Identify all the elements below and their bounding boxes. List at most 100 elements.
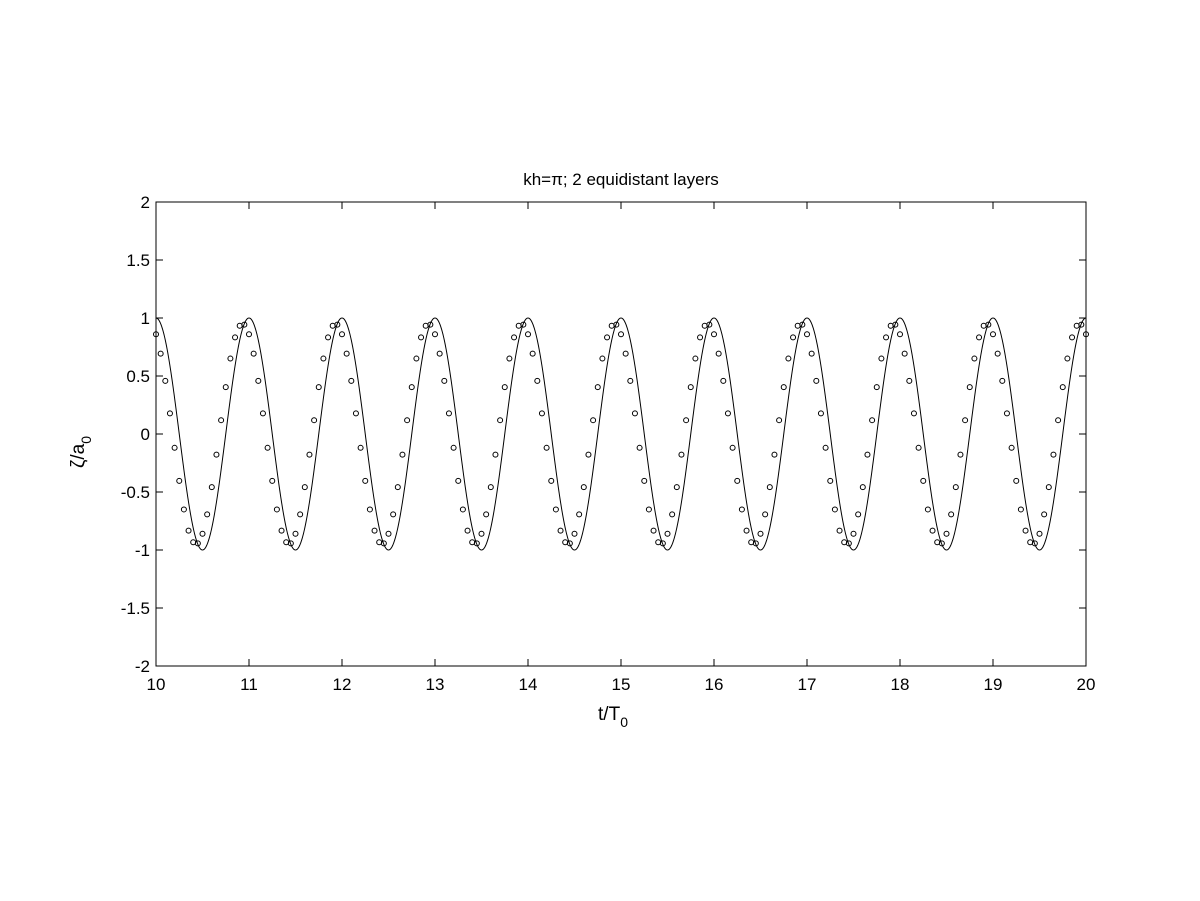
data-point: [390, 511, 397, 518]
data-point: [394, 484, 401, 491]
data-point: [566, 540, 573, 547]
data-point: [883, 334, 890, 341]
x-tick-label: 15: [612, 675, 631, 694]
data-point: [529, 350, 536, 357]
data-point: [259, 410, 266, 417]
data-point: [241, 321, 248, 328]
x-axis-label: t/T0: [598, 704, 628, 730]
data-point: [1013, 477, 1020, 484]
y-tick-label: -1: [135, 541, 150, 560]
data-point: [269, 477, 276, 484]
x-axis: 10 11 12 13 14 15 16 17 18 19 20: [147, 202, 1095, 694]
data-point: [683, 417, 690, 424]
data-point: [943, 530, 950, 537]
data-point: [334, 321, 341, 328]
data-point: [785, 355, 792, 362]
data-point: [966, 384, 973, 391]
data-point: [194, 540, 201, 547]
data-point: [548, 477, 555, 484]
y-tick-label: 1: [141, 309, 150, 328]
data-point: [669, 511, 676, 518]
data-point: [664, 530, 671, 537]
data-point: [687, 384, 694, 391]
data-point: [580, 484, 587, 491]
data-point: [1017, 506, 1024, 513]
data-point: [487, 484, 494, 491]
data-point: [557, 527, 564, 534]
data-point: [413, 355, 420, 362]
data-point: [315, 384, 322, 391]
data-point: [1078, 321, 1085, 328]
data-point: [1050, 451, 1057, 458]
data-point: [1069, 334, 1076, 341]
data-point: [166, 410, 173, 417]
data-point: [576, 511, 583, 518]
data-point: [836, 527, 843, 534]
data-point: [246, 331, 252, 338]
data-point: [227, 355, 234, 362]
data-point: [776, 417, 783, 424]
data-point: [878, 355, 885, 362]
data-point: [538, 410, 545, 417]
data-point: [362, 477, 369, 484]
data-point: [957, 451, 964, 458]
data-point: [199, 530, 206, 537]
data-point: [418, 334, 425, 341]
x-tick-label: 10: [147, 675, 166, 694]
data-point: [273, 506, 280, 513]
data-point: [808, 350, 815, 357]
y-tick-label: 0: [141, 425, 150, 444]
data-point: [590, 417, 597, 424]
data-point: [473, 540, 480, 547]
data-point: [255, 377, 262, 384]
data-point: [320, 355, 327, 362]
data-point: [455, 477, 462, 484]
y-axis-label: ζ/a0: [68, 436, 94, 468]
data-point: [673, 484, 680, 491]
x-tick-label: 17: [798, 675, 817, 694]
data-point: [339, 331, 345, 338]
data-point: [278, 527, 285, 534]
data-point: [292, 530, 299, 537]
data-point: [822, 444, 829, 451]
data-point: [622, 350, 629, 357]
data-point: [343, 350, 350, 357]
data-point: [464, 527, 471, 534]
data-point: [771, 451, 778, 458]
data-point: [380, 540, 387, 547]
data-point: [766, 484, 773, 491]
data-point: [1041, 511, 1048, 518]
data-point: [994, 350, 1001, 357]
data-point: [901, 350, 908, 357]
data-point: [915, 444, 922, 451]
y-tick-label: -0.5: [121, 483, 150, 502]
data-point: [552, 506, 559, 513]
y-tick-label: 0.5: [126, 367, 150, 386]
data-point: [348, 377, 355, 384]
data-point: [1045, 484, 1052, 491]
data-point: [743, 527, 750, 534]
data-point: [501, 384, 508, 391]
data-point: [650, 527, 657, 534]
data-point: [859, 484, 866, 491]
chart-title: kh=π; 2 equidistant layers: [523, 170, 719, 189]
data-point: [892, 321, 899, 328]
data-point: [408, 384, 415, 391]
data-point: [357, 444, 364, 451]
data-point: [171, 444, 178, 451]
data-point: [366, 506, 373, 513]
data-point: [404, 417, 411, 424]
x-axis-label-subscript: 0: [620, 714, 628, 730]
data-point: [222, 384, 229, 391]
data-point: [492, 451, 499, 458]
data-point: [264, 444, 271, 451]
data-point: [929, 527, 936, 534]
data-point: [594, 384, 601, 391]
data-point: [399, 451, 406, 458]
data-point: [845, 540, 852, 547]
data-point: [204, 511, 211, 518]
x-tick-label: 18: [891, 675, 910, 694]
data-point: [962, 417, 969, 424]
data-point: [520, 321, 527, 328]
